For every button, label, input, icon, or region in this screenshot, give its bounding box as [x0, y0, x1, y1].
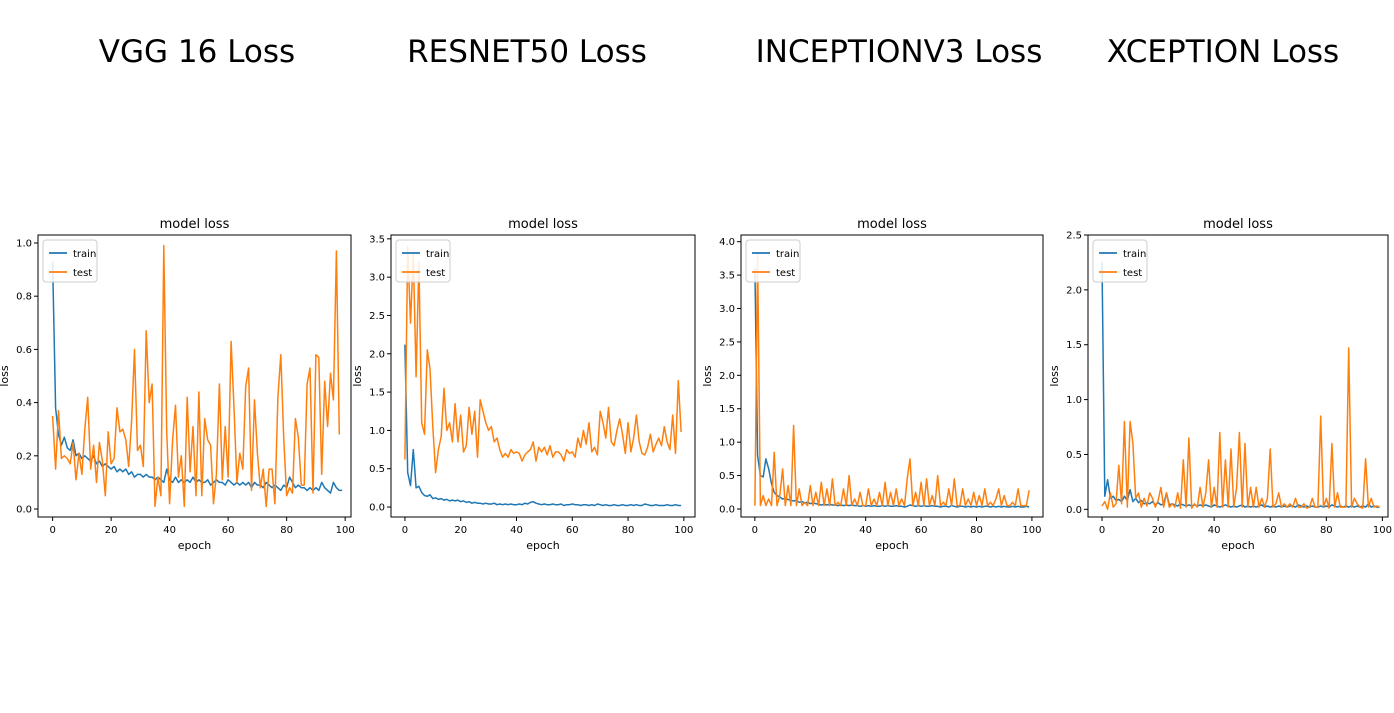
y-tick-label: 1.5: [1066, 340, 1082, 351]
y-tick-label: 2.0: [1066, 285, 1082, 296]
x-tick-label: 80: [622, 525, 635, 536]
legend-label-train: train: [776, 249, 799, 260]
y-tick-label: 0.0: [369, 503, 385, 514]
y-axis-label: loss: [0, 365, 11, 387]
y-tick-label: 3.5: [369, 234, 385, 245]
x-tick-label: 40: [1208, 525, 1221, 536]
chart-title: model loss: [160, 217, 230, 232]
series-line-test: [754, 254, 1030, 507]
x-tick-label: 60: [222, 525, 235, 536]
x-tick-label: 60: [1264, 525, 1277, 536]
series-line-train: [1101, 262, 1380, 508]
x-tick-label: 20: [454, 525, 467, 536]
y-axis-label: loss: [351, 365, 364, 387]
plot-frame: [740, 234, 1044, 518]
y-tick-label: 1.5: [719, 404, 735, 415]
y-tick-label: 0.5: [719, 471, 735, 482]
x-tick-label: 20: [1152, 525, 1165, 536]
y-tick-label: 3.0: [719, 304, 735, 315]
x-tick-label: 100: [1022, 525, 1041, 536]
y-tick-label: 1.0: [369, 426, 385, 437]
x-axis-label: epoch: [526, 539, 560, 552]
series-line-train: [51, 261, 343, 494]
x-tick-label: 60: [915, 525, 928, 536]
y-tick-label: 1.0: [1066, 395, 1082, 406]
x-tick-label: 0: [402, 525, 408, 536]
y-tick-label: 0.0: [719, 504, 735, 515]
y-tick-label: 0.5: [369, 464, 385, 475]
legend-label-test: test: [1123, 268, 1142, 279]
y-tick-label: 2.0: [369, 349, 385, 360]
series-line-test: [51, 244, 341, 508]
x-axis-label: epoch: [875, 539, 909, 552]
y-tick-label: 0.0: [16, 505, 32, 516]
x-axis-label: epoch: [1221, 539, 1255, 552]
resnet50-loss-chart: model loss 0 20 40 60 80 100 0.0 0.5 1.0 1.5 2.0 2.5…: [351, 217, 696, 552]
x-tick-label: 100: [336, 525, 355, 536]
x-tick-label: 40: [510, 525, 523, 536]
y-tick-label: 0.2: [16, 451, 32, 462]
xception-loss-heading: XCEPTION Loss: [1106, 34, 1340, 70]
x-tick-label: 40: [859, 525, 872, 536]
xception-loss-chart: model loss 0 20 40 60 80 100 0.0 0.5 1.0 1.5 2.0 2.5…: [1048, 217, 1392, 552]
plot-frame: [390, 234, 696, 518]
x-tick-label: 80: [1320, 525, 1333, 536]
plot-frame: [37, 234, 352, 518]
x-tick-label: 20: [105, 525, 118, 536]
legend-label-train: train: [1123, 249, 1146, 260]
legend-label-train: train: [426, 249, 449, 260]
y-tick-label: 1.0: [719, 438, 735, 449]
x-tick-label: 100: [674, 525, 693, 536]
resnet50-loss-heading: RESNET50 Loss: [407, 34, 647, 70]
series-line-test: [1101, 347, 1380, 511]
series-line-train: [754, 268, 1030, 508]
y-tick-label: 0.6: [16, 345, 32, 356]
chart-title: model loss: [857, 217, 927, 232]
y-tick-label: 3.5: [719, 271, 735, 282]
vgg16-loss-heading: VGG 16 Loss: [98, 34, 296, 70]
x-tick-label: 20: [804, 525, 817, 536]
y-axis-label: loss: [1048, 365, 1061, 387]
y-tick-label: 0.5: [1066, 450, 1082, 461]
y-tick-label: 1.5: [369, 388, 385, 399]
legend-label-train: train: [73, 249, 96, 260]
y-axis-label: loss: [701, 365, 714, 387]
x-tick-label: 0: [1099, 525, 1105, 536]
x-tick-label: 80: [970, 525, 983, 536]
series-line-train: [404, 344, 682, 507]
x-tick-label: 0: [752, 525, 758, 536]
x-tick-label: 60: [566, 525, 579, 536]
y-tick-label: 3.0: [369, 273, 385, 284]
y-tick-label: 0.4: [16, 398, 32, 409]
inceptionv3-loss-chart: model loss 0 20 40 60 80 100 0.0 0.5 1.0 1.5 2.0 2.5…: [701, 217, 1044, 552]
vgg16-loss-chart: model loss 0 20 40 60 80 100 0.0 0.2 0.4 0.6 0.8 1.0…: [0, 217, 355, 552]
legend-label-test: test: [73, 268, 92, 279]
y-tick-label: 2.5: [719, 337, 735, 348]
x-axis-label: epoch: [178, 539, 212, 552]
y-tick-label: 2.0: [719, 371, 735, 382]
y-tick-label: 2.5: [1066, 231, 1082, 242]
legend-label-test: test: [776, 268, 795, 279]
x-tick-label: 0: [49, 525, 55, 536]
legend-label-test: test: [426, 268, 445, 279]
y-tick-label: 2.5: [369, 311, 385, 322]
y-tick-label: 0.8: [16, 292, 32, 303]
series-line-test: [404, 245, 682, 474]
plot-frame: [1087, 234, 1389, 518]
x-tick-label: 100: [1373, 525, 1392, 536]
x-tick-label: 80: [280, 525, 293, 536]
y-tick-label: 4.0: [719, 237, 735, 248]
x-tick-label: 40: [163, 525, 176, 536]
y-tick-label: 0.0: [1066, 505, 1082, 516]
chart-title: model loss: [508, 217, 578, 232]
inceptionv3-loss-heading: INCEPTIONV3 Loss: [755, 34, 1043, 70]
chart-title: model loss: [1203, 217, 1273, 232]
y-tick-label: 1.0: [16, 238, 32, 249]
